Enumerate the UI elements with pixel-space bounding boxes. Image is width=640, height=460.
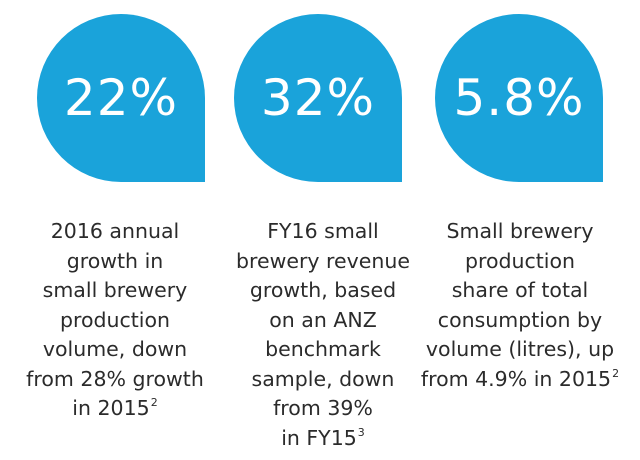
stat-value: 5.8%	[453, 69, 585, 127]
caption-line: from 39%	[273, 396, 373, 420]
caption-line: Small brewery	[446, 219, 594, 243]
stat-caption: FY16 small brewery revenue growth, based…	[223, 217, 423, 453]
caption-line: benchmark	[265, 337, 381, 361]
footnote-marker: 2	[612, 366, 620, 380]
caption-line: volume (litres), up	[425, 337, 615, 361]
caption-line-with-footnote: in 20152	[15, 394, 215, 424]
stat-bubble: 5.8%	[435, 14, 603, 182]
stat-bubble: 32%	[234, 14, 402, 182]
stat-card-production-growth: 22% 2016 annual growth in small brewery …	[15, 0, 215, 460]
caption-line: growth in	[66, 248, 164, 273]
caption-line: growth, based	[249, 278, 397, 302]
stat-caption: 2016 annual growth in small brewery prod…	[15, 217, 215, 424]
caption-line: brewery revenue	[236, 248, 410, 273]
stat-value: 22%	[63, 69, 179, 127]
caption-line: production	[464, 248, 576, 273]
caption-line: from 28% growth	[26, 366, 204, 391]
caption-line: 2016 annual	[50, 219, 180, 243]
caption-line: volume, down	[42, 337, 188, 361]
caption-line: sample, down	[251, 366, 395, 391]
caption-line: small brewery	[42, 278, 188, 302]
stat-value: 32%	[260, 69, 376, 127]
caption-line: share of total	[451, 278, 589, 302]
caption-line: production	[59, 307, 171, 332]
caption-line: in FY15	[281, 425, 357, 450]
caption-line: FY16 small	[267, 219, 379, 243]
stat-bubble: 22%	[37, 14, 205, 182]
caption-line: from 4.9% in 2015	[420, 366, 612, 391]
stat-card-revenue-growth: 32% FY16 small brewery revenue growth, b…	[223, 0, 423, 460]
caption-line: in 2015	[72, 396, 150, 420]
caption-line: on an ANZ	[269, 307, 377, 332]
stat-card-consumption-share: 5.8% Small brewery production share of t…	[420, 0, 620, 460]
caption-line-with-footnote: from 4.9% in 20152	[420, 365, 620, 395]
caption-line: consumption by	[437, 307, 603, 332]
footnote-marker: 3	[357, 425, 365, 439]
caption-line-with-footnote: in FY153	[223, 424, 423, 454]
stat-caption: Small brewery production share of total …	[420, 217, 620, 394]
footnote-marker: 2	[150, 396, 158, 409]
